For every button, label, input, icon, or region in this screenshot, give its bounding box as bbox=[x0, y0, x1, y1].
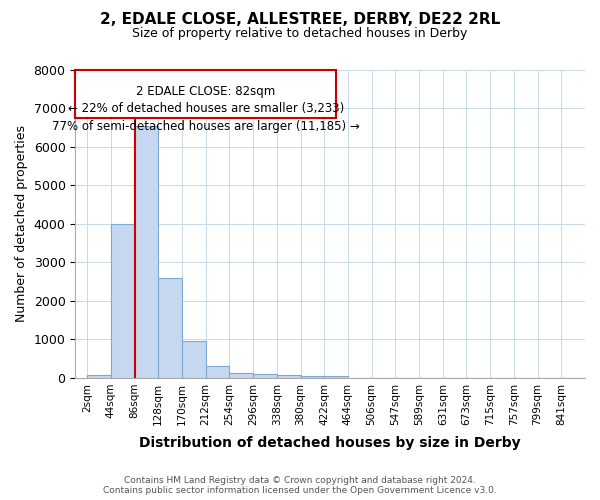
Bar bbox=[229, 373, 253, 378]
Text: ← 22% of detached houses are smaller (3,233): ← 22% of detached houses are smaller (3,… bbox=[68, 102, 344, 116]
Bar bbox=[87, 375, 111, 378]
Text: Contains HM Land Registry data © Crown copyright and database right 2024.
Contai: Contains HM Land Registry data © Crown c… bbox=[103, 476, 497, 495]
Bar bbox=[277, 375, 301, 378]
Bar bbox=[206, 366, 229, 378]
Bar bbox=[324, 376, 348, 378]
X-axis label: Distribution of detached houses by size in Derby: Distribution of detached houses by size … bbox=[139, 436, 521, 450]
Bar bbox=[134, 126, 158, 378]
Bar bbox=[111, 224, 134, 378]
Bar bbox=[253, 374, 277, 378]
Bar bbox=[158, 278, 182, 378]
Bar bbox=[301, 376, 324, 378]
Text: 77% of semi-detached houses are larger (11,185) →: 77% of semi-detached houses are larger (… bbox=[52, 120, 359, 133]
Y-axis label: Number of detached properties: Number of detached properties bbox=[15, 126, 28, 322]
Text: 2 EDALE CLOSE: 82sqm: 2 EDALE CLOSE: 82sqm bbox=[136, 85, 275, 98]
Text: Size of property relative to detached houses in Derby: Size of property relative to detached ho… bbox=[133, 28, 467, 40]
Bar bbox=[182, 342, 206, 378]
Text: 2, EDALE CLOSE, ALLESTREE, DERBY, DE22 2RL: 2, EDALE CLOSE, ALLESTREE, DERBY, DE22 2… bbox=[100, 12, 500, 28]
